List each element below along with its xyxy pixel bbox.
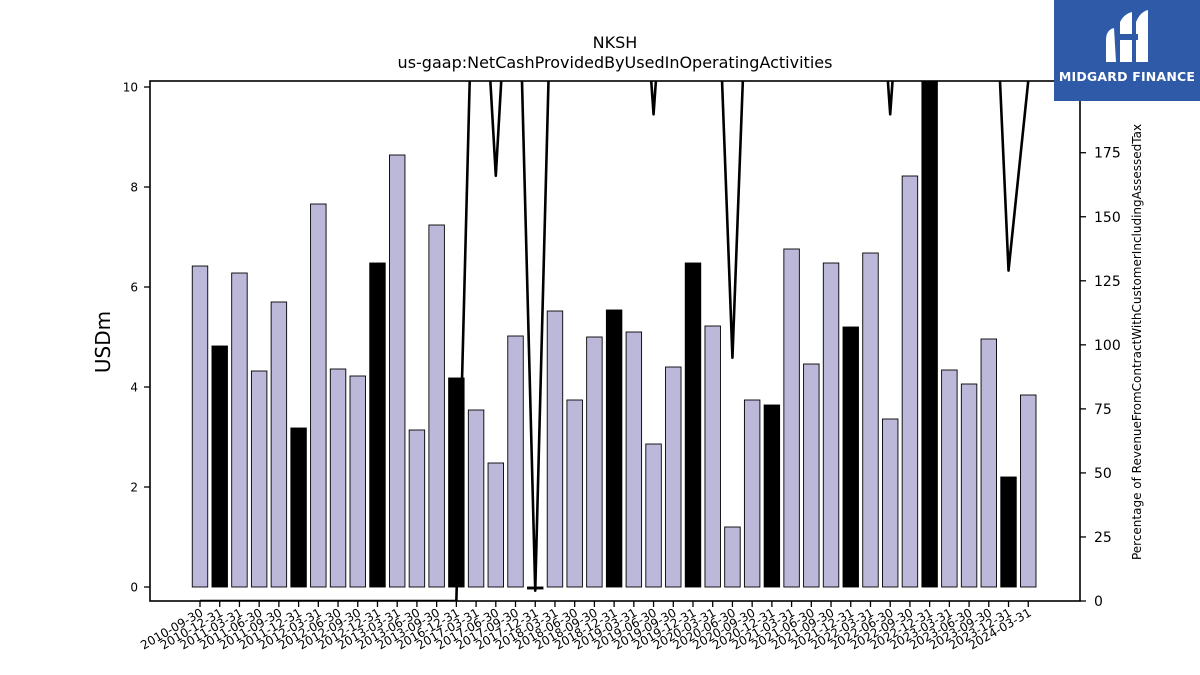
bar-2023-12-31 xyxy=(1000,476,1017,588)
y-tick-label: 2 xyxy=(130,481,138,495)
bar-2018-12-31 xyxy=(605,309,623,588)
bars-layer xyxy=(191,81,1037,590)
plot-frame xyxy=(149,80,1081,602)
bar-2011-12-31 xyxy=(290,427,307,588)
bar-2021-03-31 xyxy=(783,248,800,588)
y2-axis-label: Percentage of RevenueFromContractWithCus… xyxy=(1130,124,1144,560)
bar-2020-06-30 xyxy=(724,526,741,588)
y-axis-right: 0 25 50 75 100 125 150 175 xyxy=(1080,146,1121,610)
bar-2017-06-30 xyxy=(487,462,504,588)
bar-2023-03-31 xyxy=(941,369,958,588)
bar-2021-12-31 xyxy=(842,326,859,588)
y-tick-label: 0 xyxy=(130,581,138,595)
y-axis-left: 0 2 4 6 8 10 xyxy=(123,81,150,595)
y2-tick-label: 150 xyxy=(1094,210,1121,226)
brand-logo: MIDGARD FINANCE xyxy=(1054,0,1200,101)
bar-2013-06-30 xyxy=(408,429,426,588)
bar-2012-12-31 xyxy=(369,262,386,588)
y2-tick-label: 125 xyxy=(1094,274,1121,290)
bar-2022-06-30 xyxy=(882,418,899,588)
y2-tick-label: 0 xyxy=(1094,594,1103,610)
bar-2011-09-30 xyxy=(270,301,288,588)
logo-mark-icon xyxy=(1106,10,1148,62)
bar-2022-03-31 xyxy=(862,252,879,588)
bar-2017-09-30 xyxy=(507,335,524,588)
line-layer xyxy=(200,81,1030,601)
y2-tick-label: 75 xyxy=(1094,402,1112,418)
y2-tick-label: 175 xyxy=(1094,146,1121,162)
bar-2012-06-30 xyxy=(329,368,347,588)
bar-2013-03-31 xyxy=(389,154,406,588)
bar-2022-12-31 xyxy=(921,81,938,588)
bar-2023-06-30 xyxy=(960,383,978,588)
chart-titles: NKSH us-gaap:NetCashProvidedByUsedInOper… xyxy=(398,33,833,72)
plot-border xyxy=(149,80,1081,602)
bar-2019-03-31 xyxy=(625,331,643,588)
chart-title: NKSH xyxy=(593,33,638,52)
brand-name: MIDGARD FINANCE xyxy=(1058,69,1196,84)
bar-2011-06-30 xyxy=(250,370,268,588)
y2-tick-label: 50 xyxy=(1094,466,1112,482)
bar-2012-03-31 xyxy=(310,203,327,588)
bar-2010-12-31 xyxy=(211,345,228,588)
bar-2021-06-30 xyxy=(803,363,820,588)
y2-tick-label: 100 xyxy=(1094,338,1121,354)
bar-2019-09-30 xyxy=(665,366,682,588)
bar-2021-09-30 xyxy=(822,262,840,588)
bar-2022-09-30 xyxy=(901,175,919,588)
y-tick-label: 10 xyxy=(123,81,138,95)
bar-2017-03-31 xyxy=(467,409,485,588)
bar-2018-03-31 xyxy=(546,310,564,588)
y-tick-label: 8 xyxy=(130,181,138,195)
bar-2018-06-30 xyxy=(566,399,583,588)
y-tick-label: 6 xyxy=(130,281,138,295)
y-tick-label: 4 xyxy=(130,381,138,395)
bar-2019-06-30 xyxy=(645,443,662,588)
ratio-line xyxy=(200,81,1030,601)
x-axis: 2010-09-302010-12-312011-03-312011-06-30… xyxy=(138,601,1034,652)
y2-tick-label: 25 xyxy=(1094,530,1112,546)
bar-2018-09-30 xyxy=(586,336,603,588)
bar-2012-09-30 xyxy=(349,375,366,588)
bar-2019-12-31 xyxy=(684,262,702,588)
chart-subtitle: us-gaap:NetCashProvidedByUsedInOperating… xyxy=(398,53,833,72)
bar-2013-09-30 xyxy=(428,224,445,588)
bar-2010-09-30 xyxy=(191,265,209,588)
bar-2011-03-31 xyxy=(231,272,248,588)
bar-2020-03-31 xyxy=(704,325,721,588)
y-axis-label: USDm xyxy=(91,311,115,373)
bar-2020-12-31 xyxy=(763,404,781,588)
bar-2024-03-31 xyxy=(1020,394,1037,588)
bar-2020-09-30 xyxy=(743,399,761,588)
bar-2023-09-30 xyxy=(980,338,997,588)
